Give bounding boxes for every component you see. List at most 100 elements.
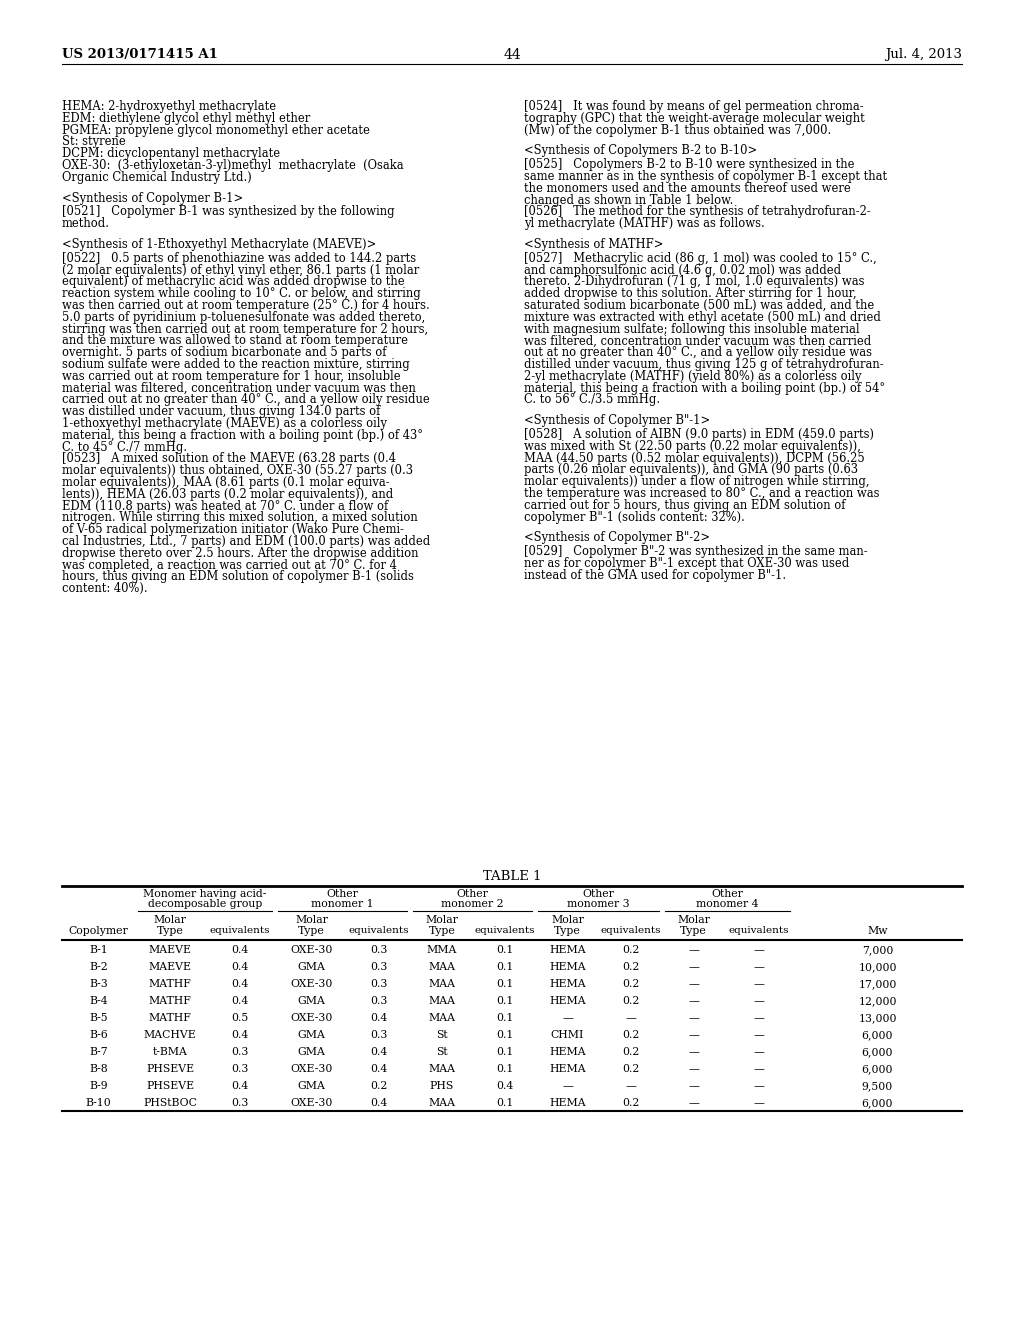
Text: —: — xyxy=(754,962,765,972)
Text: 0.3: 0.3 xyxy=(371,997,388,1006)
Text: 0.1: 0.1 xyxy=(496,945,513,954)
Text: OXE-30:  (3-ethyloxetan-3-yl)methyl  methacrylate  (Osaka: OXE-30: (3-ethyloxetan-3-yl)methyl metha… xyxy=(62,158,403,172)
Text: Type: Type xyxy=(298,927,325,936)
Text: <Synthesis of Copolymer B"-1>: <Synthesis of Copolymer B"-1> xyxy=(524,414,710,428)
Text: 10,000: 10,000 xyxy=(858,962,897,972)
Text: 0.1: 0.1 xyxy=(496,997,513,1006)
Text: <Synthesis of Copolymer B"-2>: <Synthesis of Copolymer B"-2> xyxy=(524,532,710,544)
Text: 0.1: 0.1 xyxy=(496,1047,513,1057)
Text: <Synthesis of 1-Ethoxyethyl Methacrylate (MAEVE)>: <Synthesis of 1-Ethoxyethyl Methacrylate… xyxy=(62,238,376,251)
Text: MACHVE: MACHVE xyxy=(143,1030,197,1040)
Text: MAEVE: MAEVE xyxy=(148,945,191,954)
Text: Molar: Molar xyxy=(426,915,459,925)
Text: MAEVE: MAEVE xyxy=(148,962,191,972)
Text: added dropwise to this solution. After stirring for 1 hour,: added dropwise to this solution. After s… xyxy=(524,288,857,300)
Text: HEMA: HEMA xyxy=(549,997,586,1006)
Text: 6,000: 6,000 xyxy=(862,1030,893,1040)
Text: —: — xyxy=(754,945,765,954)
Text: 2-yl methacrylate (MATHF) (yield 80%) as a colorless oily: 2-yl methacrylate (MATHF) (yield 80%) as… xyxy=(524,370,861,383)
Text: was mixed with St (22.50 parts (0.22 molar equivalents)),: was mixed with St (22.50 parts (0.22 mol… xyxy=(524,440,861,453)
Text: MMA: MMA xyxy=(427,945,457,954)
Text: dropwise thereto over 2.5 hours. After the dropwise addition: dropwise thereto over 2.5 hours. After t… xyxy=(62,546,419,560)
Text: was carried out at room temperature for 1 hour, insoluble: was carried out at room temperature for … xyxy=(62,370,400,383)
Text: B-10: B-10 xyxy=(86,1098,112,1107)
Text: 0.1: 0.1 xyxy=(496,1030,513,1040)
Text: monomer 4: monomer 4 xyxy=(696,899,759,909)
Text: MAA: MAA xyxy=(428,1098,456,1107)
Text: 0.4: 0.4 xyxy=(231,1081,249,1092)
Text: and camphorsulfonic acid (4.6 g, 0.02 mol) was added: and camphorsulfonic acid (4.6 g, 0.02 mo… xyxy=(524,264,841,277)
Text: B-6: B-6 xyxy=(89,1030,108,1040)
Text: C. to 45° C./7 mmHg.: C. to 45° C./7 mmHg. xyxy=(62,441,187,454)
Text: OXE-30: OXE-30 xyxy=(291,979,333,989)
Text: equivalent) of methacrylic acid was added dropwise to the: equivalent) of methacrylic acid was adde… xyxy=(62,276,404,288)
Text: GMA: GMA xyxy=(298,1081,326,1092)
Text: MAA (44.50 parts (0.52 molar equivalents)), DCPM (56.25: MAA (44.50 parts (0.52 molar equivalents… xyxy=(524,451,864,465)
Text: 0.4: 0.4 xyxy=(371,1012,388,1023)
Text: GMA: GMA xyxy=(298,1047,326,1057)
Text: Other: Other xyxy=(457,888,488,899)
Text: —: — xyxy=(562,1081,573,1092)
Text: DCPM: dicyclopentanyl methacrylate: DCPM: dicyclopentanyl methacrylate xyxy=(62,148,281,160)
Text: 44: 44 xyxy=(503,48,521,62)
Text: B-3: B-3 xyxy=(89,979,108,989)
Text: 0.4: 0.4 xyxy=(231,979,249,989)
Text: B-9: B-9 xyxy=(89,1081,108,1092)
Text: material was filtered, concentration under vacuum was then: material was filtered, concentration und… xyxy=(62,381,416,395)
Text: distilled under vacuum, thus giving 125 g of tetrahydrofuran-: distilled under vacuum, thus giving 125 … xyxy=(524,358,884,371)
Text: 0.4: 0.4 xyxy=(371,1064,388,1074)
Text: —: — xyxy=(754,997,765,1006)
Text: HEMA: HEMA xyxy=(549,945,586,954)
Text: Copolymer: Copolymer xyxy=(69,927,128,936)
Text: —: — xyxy=(688,1064,699,1074)
Text: 0.2: 0.2 xyxy=(623,997,640,1006)
Text: —: — xyxy=(688,997,699,1006)
Text: 13,000: 13,000 xyxy=(858,1012,897,1023)
Text: GMA: GMA xyxy=(298,962,326,972)
Text: —: — xyxy=(626,1012,637,1023)
Text: instead of the GMA used for copolymer B"-1.: instead of the GMA used for copolymer B"… xyxy=(524,569,786,582)
Text: was distilled under vacuum, thus giving 134.0 parts of: was distilled under vacuum, thus giving … xyxy=(62,405,380,418)
Text: 0.4: 0.4 xyxy=(371,1098,388,1107)
Text: 0.2: 0.2 xyxy=(623,962,640,972)
Text: <Synthesis of MATHF>: <Synthesis of MATHF> xyxy=(524,238,664,251)
Text: PHSEVE: PHSEVE xyxy=(146,1081,195,1092)
Text: Type: Type xyxy=(429,927,456,936)
Text: 0.1: 0.1 xyxy=(496,962,513,972)
Text: GMA: GMA xyxy=(298,997,326,1006)
Text: —: — xyxy=(754,979,765,989)
Text: the monomers used and the amounts thereof used were: the monomers used and the amounts thereo… xyxy=(524,182,851,195)
Text: 0.4: 0.4 xyxy=(231,945,249,954)
Text: molar equivalents)), MAA (8.61 parts (0.1 molar equiva-: molar equivalents)), MAA (8.61 parts (0.… xyxy=(62,477,389,488)
Text: 0.3: 0.3 xyxy=(231,1064,249,1074)
Text: —: — xyxy=(754,1047,765,1057)
Text: Organic Chemical Industry Ltd.): Organic Chemical Industry Ltd.) xyxy=(62,170,252,183)
Text: B-7: B-7 xyxy=(89,1047,108,1057)
Text: carried out for 5 hours, thus giving an EDM solution of: carried out for 5 hours, thus giving an … xyxy=(524,499,846,512)
Text: was then carried out at room temperature (25° C.) for 4 hours.: was then carried out at room temperature… xyxy=(62,300,430,312)
Text: material, this being a fraction with a boiling point (bp.) of 43°: material, this being a fraction with a b… xyxy=(62,429,423,442)
Text: cal Industries, Ltd., 7 parts) and EDM (100.0 parts) was added: cal Industries, Ltd., 7 parts) and EDM (… xyxy=(62,535,430,548)
Text: PGMEA: propylene glycol monomethyl ether acetate: PGMEA: propylene glycol monomethyl ether… xyxy=(62,124,370,136)
Text: Molar: Molar xyxy=(295,915,328,925)
Text: Type: Type xyxy=(157,927,183,936)
Text: and the mixture was allowed to stand at room temperature: and the mixture was allowed to stand at … xyxy=(62,334,408,347)
Text: 0.5: 0.5 xyxy=(231,1012,249,1023)
Text: 6,000: 6,000 xyxy=(862,1098,893,1107)
Text: equivalents: equivalents xyxy=(601,927,662,935)
Text: of V-65 radical polymerization initiator (Wako Pure Chemi-: of V-65 radical polymerization initiator… xyxy=(62,523,404,536)
Text: [0525]   Copolymers B-2 to B-10 were synthesized in the: [0525] Copolymers B-2 to B-10 were synth… xyxy=(524,158,854,172)
Text: thereto. 2-Dihydrofuran (71 g, 1 mol, 1.0 equivalents) was: thereto. 2-Dihydrofuran (71 g, 1 mol, 1.… xyxy=(524,276,864,288)
Text: Molar: Molar xyxy=(154,915,186,925)
Text: Molar: Molar xyxy=(551,915,584,925)
Text: [0526]   The method for the synthesis of tetrahydrofuran-2-: [0526] The method for the synthesis of t… xyxy=(524,206,870,218)
Text: OXE-30: OXE-30 xyxy=(291,945,333,954)
Text: —: — xyxy=(688,1047,699,1057)
Text: 0.1: 0.1 xyxy=(496,1012,513,1023)
Text: with magnesium sulfate; following this insoluble material: with magnesium sulfate; following this i… xyxy=(524,322,859,335)
Text: molar equivalents)) under a flow of nitrogen while stirring,: molar equivalents)) under a flow of nitr… xyxy=(524,475,869,488)
Text: [0522]   0.5 parts of phenothiazine was added to 144.2 parts: [0522] 0.5 parts of phenothiazine was ad… xyxy=(62,252,416,265)
Text: monomer 2: monomer 2 xyxy=(441,899,504,909)
Text: CHMI: CHMI xyxy=(551,1030,584,1040)
Text: —: — xyxy=(562,1012,573,1023)
